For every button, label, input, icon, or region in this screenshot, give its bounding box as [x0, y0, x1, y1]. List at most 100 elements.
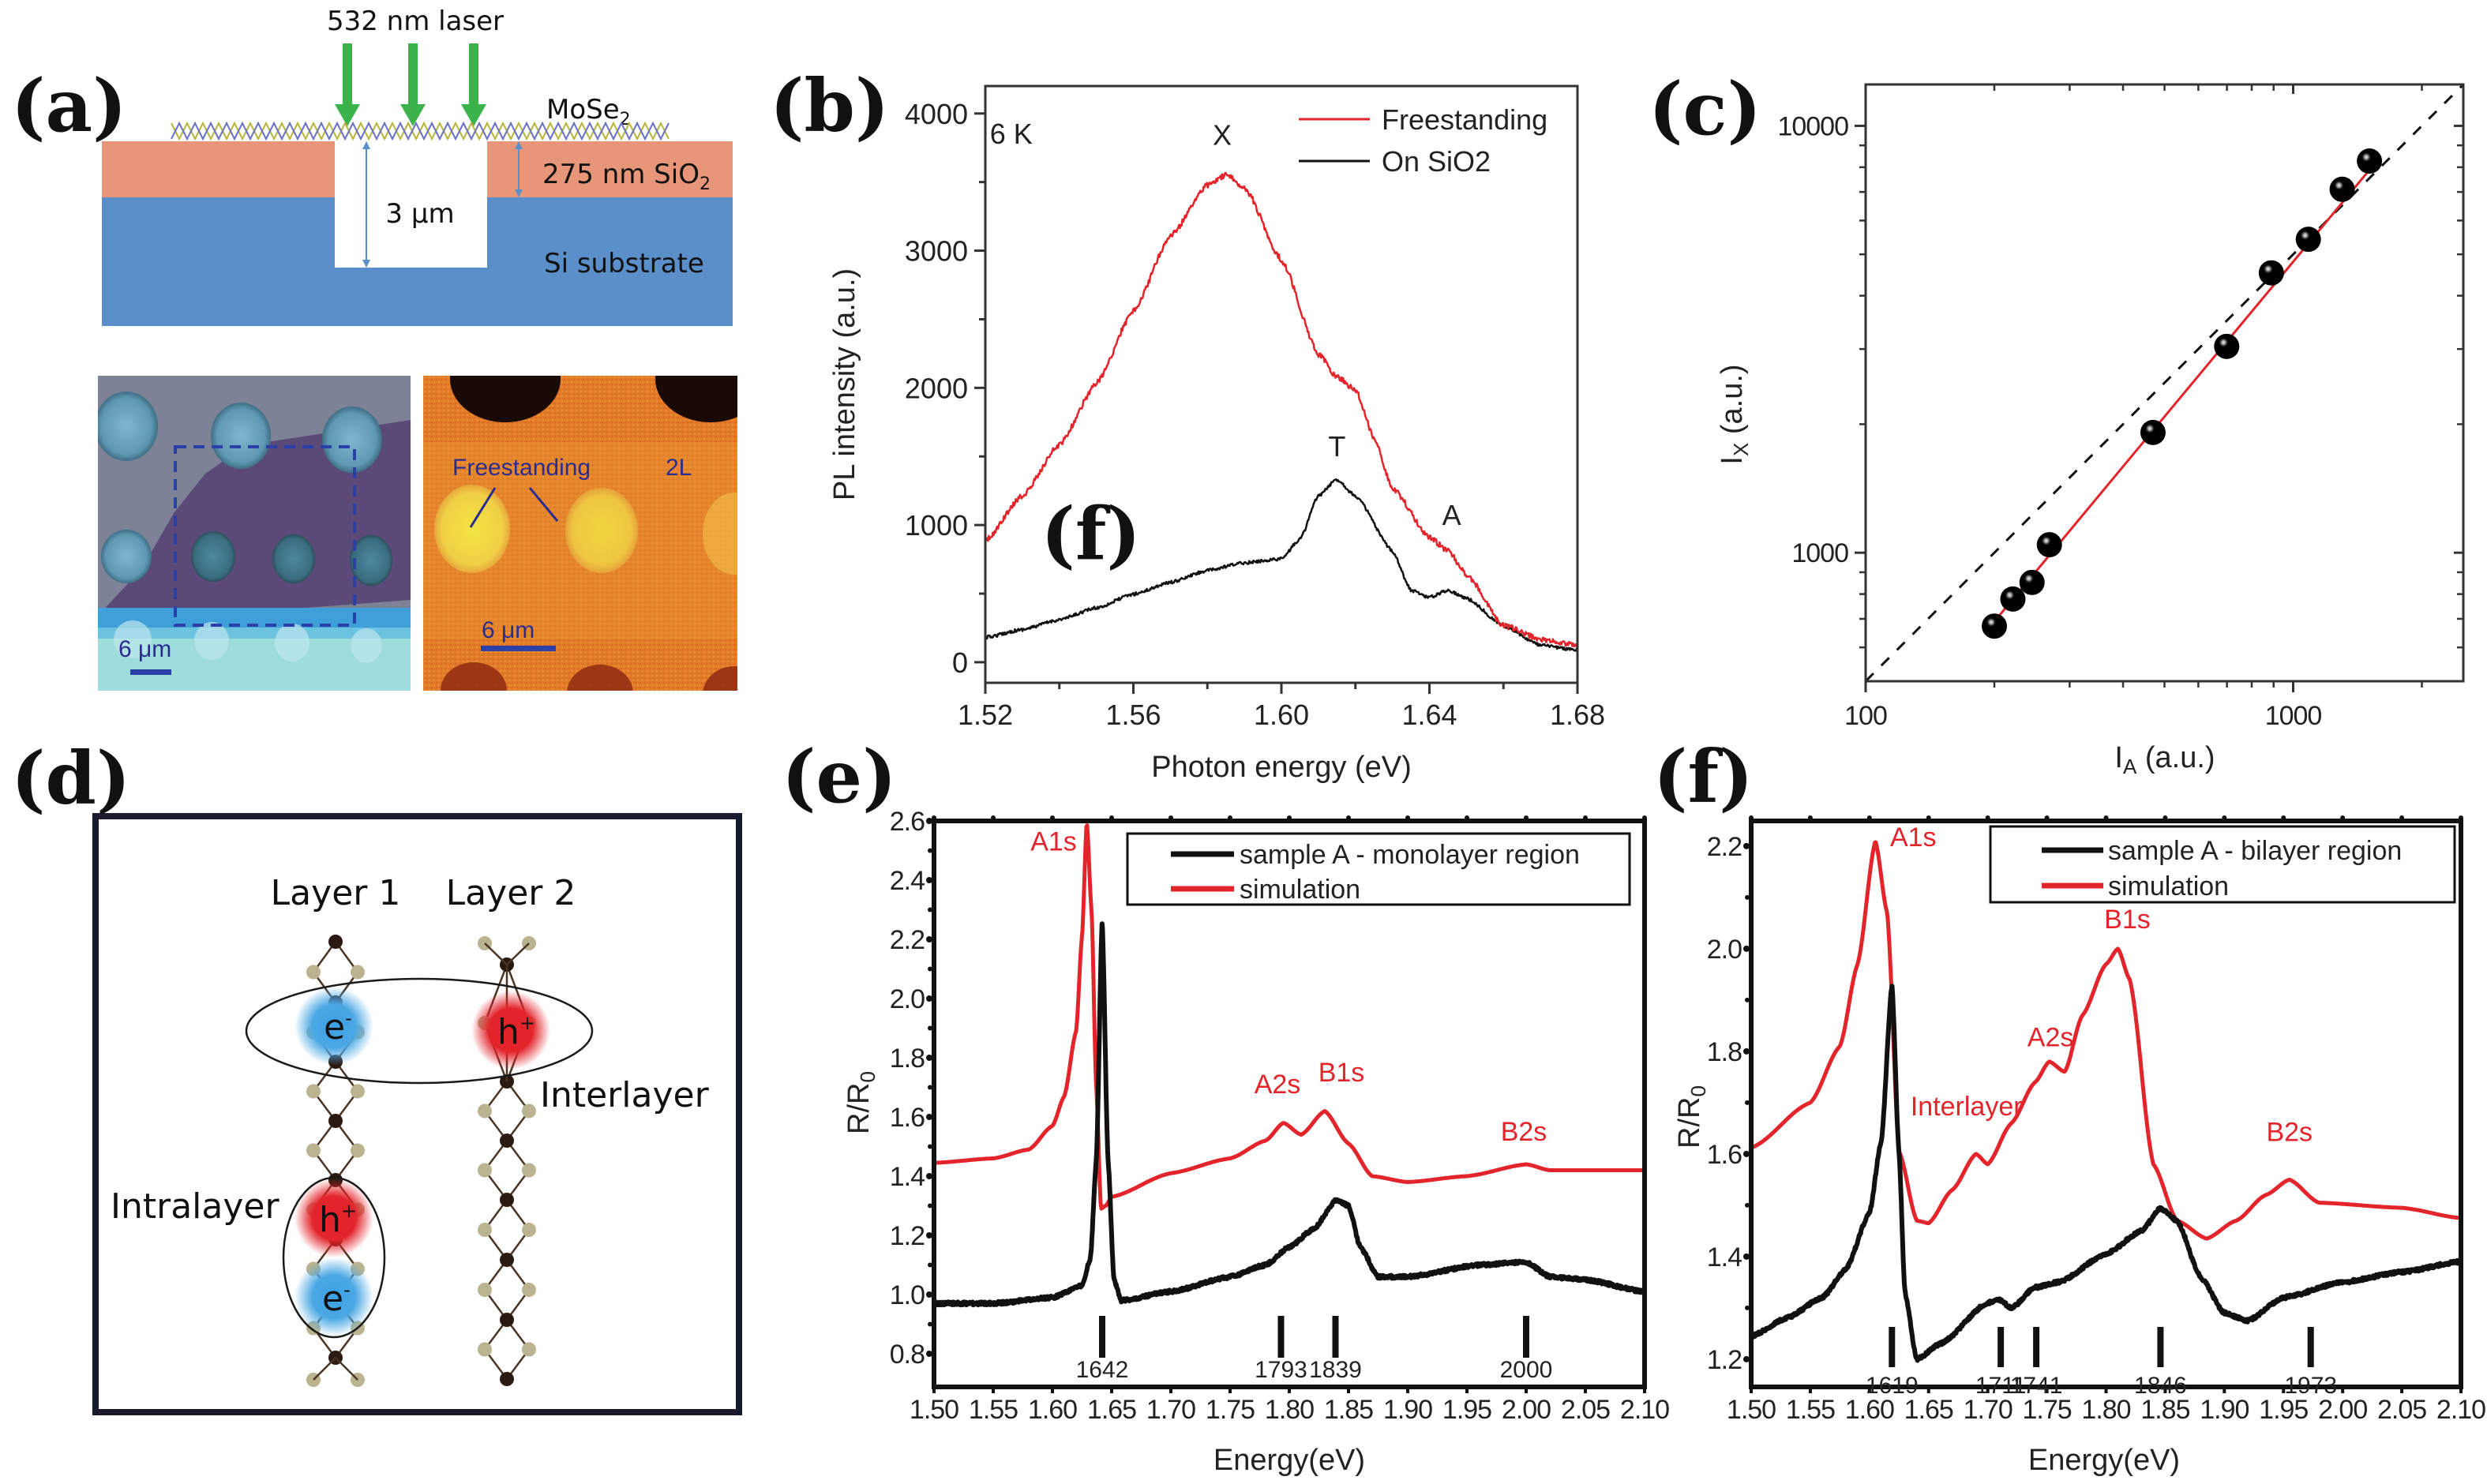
- x-tick-label-b: 1.64: [1401, 699, 1457, 731]
- annotation-e: A2s: [1255, 1070, 1301, 1100]
- y-tick-e: [926, 1055, 932, 1061]
- metal-atom: [500, 1372, 514, 1386]
- y-minor-tick-e: [928, 1262, 932, 1268]
- laser-arrows: [335, 43, 486, 126]
- data-point-highlight: [2040, 535, 2052, 547]
- y-tick-label-c: 10000: [1777, 111, 1848, 141]
- x-tick-label-f: 2.00: [2318, 1395, 2367, 1425]
- legend-f: sample A - bilayer region simulation: [1989, 825, 2456, 904]
- x-tick-label-e: 1.85: [1324, 1395, 1373, 1425]
- scale-bar: [130, 669, 171, 675]
- annotations-e: 1642 1793 1839 2000 A1s A2s B1s B2s: [1030, 827, 1552, 1384]
- data-point: [2214, 333, 2240, 359]
- x-axis-label-f: Energy(eV): [2028, 1444, 2180, 1477]
- legend-label-on-sio2: On SiO2: [1382, 145, 1491, 178]
- laser-label: 532 nm laser: [327, 6, 504, 37]
- x-tick-label-e: 1.75: [1206, 1395, 1255, 1425]
- x-tick-label-f: 1.65: [1904, 1395, 1953, 1425]
- y-minor-tick-f: [1745, 1100, 1750, 1105]
- peak-marker-label-f: 1741: [2010, 1373, 2063, 1399]
- x-tick-label-f: 1.60: [1845, 1395, 1894, 1425]
- metal-atom: [500, 1193, 514, 1207]
- chalcogen-atom: [351, 1084, 365, 1099]
- peak-marker-label-f: 1619: [1866, 1373, 1919, 1399]
- plot-frame-b: [984, 84, 1579, 684]
- y-tick-e: [926, 1114, 932, 1120]
- chalcogen-atom: [522, 1342, 536, 1357]
- panel-c: (c) 100 1000 1000 10000 IX (a.u.) IA (a.u.): [1649, 66, 2465, 778]
- y-tick-label-f: 1.6: [1707, 1140, 1742, 1170]
- x-axis-label-c: IA (a.u.): [2114, 741, 2215, 778]
- y-minor-tick-f: [1745, 894, 1750, 900]
- y-tick-label-b: 4000: [905, 98, 968, 130]
- peak-marker-label-f: 1846: [2134, 1373, 2187, 1399]
- x-tick-label-e: 2.00: [1502, 1395, 1551, 1425]
- plot-frame-f: [1749, 819, 2463, 1389]
- y-minor-tick-e: [928, 1321, 932, 1327]
- x-tick-label-f: 2.05: [2377, 1395, 2426, 1425]
- x-tick-label-f: 1.70: [1964, 1395, 2012, 1425]
- pl-map-image: Freestanding 2L 6 μm: [423, 376, 737, 691]
- metal-atom: [328, 935, 343, 949]
- annotation-f: A1s: [1890, 823, 1937, 853]
- data-point-highlight: [2333, 179, 2345, 191]
- legend-label-simulation: simulation: [2108, 871, 2229, 901]
- y-minor-tick-e: [928, 966, 932, 972]
- series-line-sample: [1751, 984, 2461, 1363]
- annotation-b: 6 K: [990, 118, 1033, 150]
- chalcogen-atom: [478, 1283, 492, 1297]
- annotation-b: (f): [1041, 492, 1141, 577]
- y-minor-tick-e: [928, 1144, 932, 1149]
- hole-label: h+: [319, 1200, 357, 1240]
- y-tick-label-f: 2.2: [1707, 832, 1742, 862]
- laser-arrow-icon: [400, 43, 426, 126]
- y-tick-label-e: 1.4: [890, 1162, 925, 1192]
- x-tick-label-e: 1.80: [1265, 1395, 1314, 1425]
- y-minor-tick-f: [1745, 1305, 1750, 1310]
- chalcogen-atom: [478, 1223, 492, 1237]
- panel-b: (b) 1.52 1.56 1.60 1.64 1.68 0 1000 2000 3000 400…: [770, 63, 1605, 784]
- reference-line-c: [1866, 84, 2463, 681]
- data-point: [2295, 227, 2321, 253]
- y-minor-tick-f: [1745, 1202, 1750, 1208]
- annotation-e: B1s: [1319, 1058, 1365, 1088]
- metal-atom: [328, 1114, 343, 1128]
- annotation-f: B1s: [2104, 905, 2151, 935]
- data-point-highlight: [1986, 616, 1997, 628]
- y-tick-f: [1743, 842, 1750, 849]
- x-tick-label-e: 1.65: [1087, 1395, 1136, 1425]
- annotation-f: Interlayer: [1911, 1092, 2023, 1122]
- mose2-lattice: [171, 121, 670, 141]
- y-tick-e: [926, 1291, 932, 1298]
- data-point-highlight: [2004, 589, 2016, 601]
- y-tick-e: [926, 995, 932, 1002]
- y-tick-e: [926, 1232, 932, 1239]
- x-tick-label-e: 2.05: [1561, 1395, 1610, 1425]
- y-tick-label-e: 1.6: [890, 1103, 925, 1133]
- data-point: [2357, 148, 2383, 174]
- bond: [506, 942, 530, 965]
- data-point: [1982, 613, 2008, 639]
- pointer-line: [528, 487, 559, 522]
- x-tick-label-f: 1.80: [2081, 1395, 2130, 1425]
- scale-bar-label: 6 μm: [118, 636, 171, 662]
- series-line-sample: [934, 921, 1645, 1308]
- y-tick-label-f: 1.8: [1707, 1037, 1742, 1067]
- y-tick-label-f: 2.0: [1707, 935, 1742, 965]
- lattice-zigzag: [171, 121, 670, 141]
- diagram-frame: [92, 813, 742, 1415]
- scale-bar-label: 6 μm: [482, 617, 535, 643]
- panel-e: (e) 1.50 1.55 1.60 1.65 1.70 1.75 1.80 1.85 1.90…: [782, 734, 1670, 1477]
- intralayer-exciton-ellipse: [282, 1176, 386, 1339]
- data-point-highlight: [2218, 336, 2230, 348]
- panel-label-d: (d): [11, 736, 130, 821]
- y-tick-label-e: 1.8: [890, 1044, 925, 1074]
- y-tick-f: [1743, 945, 1750, 952]
- y-tick-f: [1743, 1150, 1750, 1157]
- x-tick-label-b: 1.52: [958, 699, 1013, 731]
- y-tick-label-e: 0.8: [890, 1340, 925, 1370]
- panel-label-a: (a): [11, 63, 127, 148]
- annotation-b: A: [1442, 499, 1461, 531]
- electron-label: e-: [324, 1007, 352, 1047]
